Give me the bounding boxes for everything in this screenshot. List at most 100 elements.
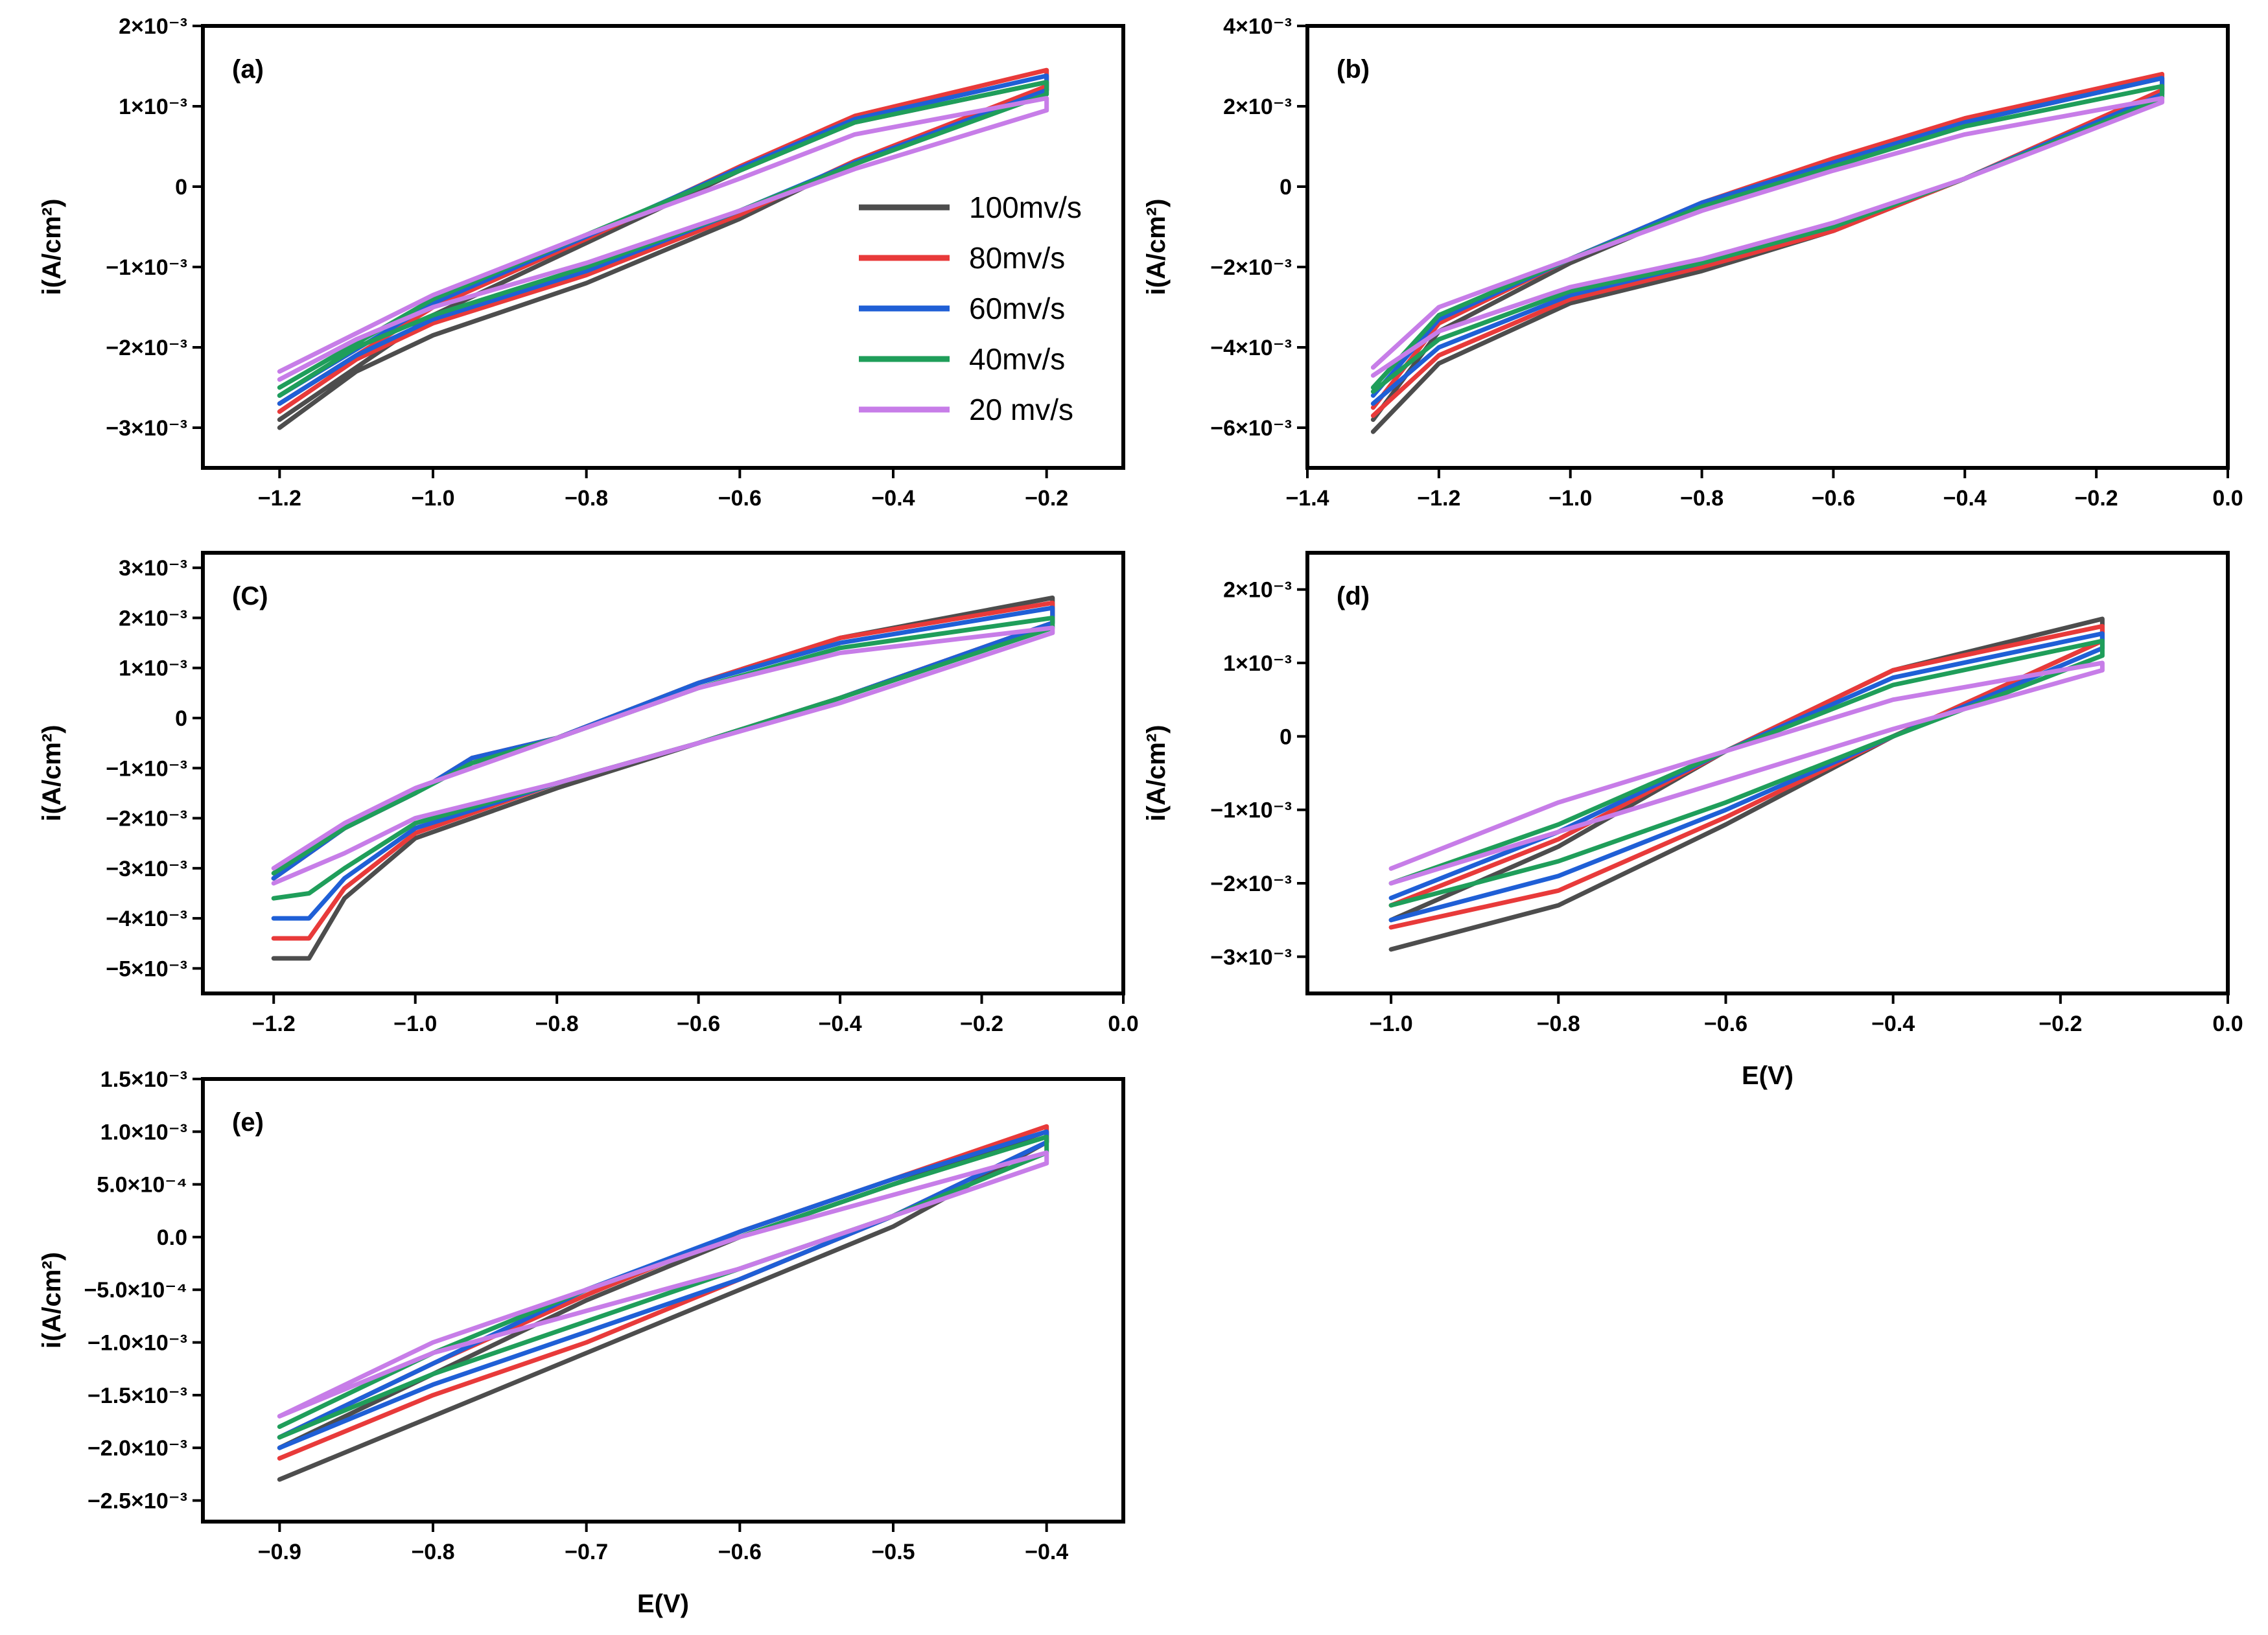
y-tick-label: −4×10⁻³ <box>1210 336 1292 360</box>
x-tick-label: −0.4 <box>1871 1012 1915 1036</box>
x-tick-label: −0.8 <box>565 486 608 511</box>
y-tick-label: 1×10⁻³ <box>1223 651 1292 676</box>
y-tick-label: −5.0×10⁻⁴ <box>84 1278 187 1303</box>
y-tick-label: −2.0×10⁻³ <box>88 1436 187 1461</box>
x-tick-label: −1.4 <box>1285 486 1329 511</box>
y-tick-label: 2×10⁻³ <box>1223 95 1292 119</box>
plot-frame <box>201 1077 1125 1524</box>
series-line <box>277 1134 1049 1440</box>
panel-label: (C) <box>232 582 268 610</box>
y-axis-title: i(A/cm²) <box>38 199 66 296</box>
y-tick-label: −1×10⁻³ <box>106 756 187 781</box>
chart-panel: −1.2 −1.0 −0.8 −0.6 −0.4 −0.2 2×10⁻³ 1×10⁻³ 0 −1×… <box>38 14 1125 511</box>
series-line <box>271 596 1055 961</box>
y-tick-label: 1.0×10⁻³ <box>100 1120 187 1144</box>
legend: 100mv/s 80mv/s 60mv/s 40mv/s 20 mv/s <box>859 191 1082 426</box>
y-tick-label: −1.5×10⁻³ <box>88 1384 187 1408</box>
x-tick-label: −0.9 <box>258 1540 301 1564</box>
plot-frame <box>201 24 1125 470</box>
x-tick-label: 0.0 <box>2212 486 2243 511</box>
y-tick-label: −2×10⁻³ <box>1210 255 1292 280</box>
series-line <box>277 96 1049 382</box>
y-tick-label: 0 <box>1280 175 1292 200</box>
y-tick-label: 2×10⁻³ <box>119 14 187 39</box>
y-tick-label: 0 <box>1280 725 1292 749</box>
x-tick-label: −1.0 <box>1370 1012 1413 1036</box>
y-tick-label: 1×10⁻³ <box>119 656 187 681</box>
y-axis-title: i(A/cm²) <box>1142 725 1171 822</box>
y-tick-label: 1×10⁻³ <box>119 95 187 119</box>
x-tick-label: −1.2 <box>258 486 301 511</box>
series-line <box>1370 76 2165 434</box>
series-line <box>271 625 1055 886</box>
chart-panel: −1.0 −0.8 −0.6 −0.4 −0.2 0.0 2×10⁻³ 1×10⁻³ 0 −1×1… <box>1142 551 2243 1090</box>
y-tick-label: 3×10⁻³ <box>119 556 187 581</box>
x-axis-title: E(V) <box>1742 1061 1794 1090</box>
x-tick-label: −0.6 <box>677 1012 720 1036</box>
legend-label: 60mv/s <box>969 292 1065 325</box>
series-line <box>271 605 1055 921</box>
y-tick-label: −3×10⁻³ <box>106 416 187 441</box>
x-tick-label: −0.4 <box>1025 1540 1068 1564</box>
x-tick-label: −1.0 <box>393 1012 437 1036</box>
x-tick-label: −1.0 <box>411 486 454 511</box>
x-axis-title: E(V) <box>637 1590 689 1618</box>
series-line <box>1388 616 2105 952</box>
y-tick-label: −1.0×10⁻³ <box>88 1331 187 1356</box>
series-line <box>1388 623 2105 930</box>
y-tick-label: 1.5×10⁻³ <box>100 1067 187 1092</box>
panel-label: (e) <box>232 1108 264 1137</box>
legend-label: 80mv/s <box>969 241 1065 275</box>
y-tick-label: −3×10⁻³ <box>106 857 187 881</box>
series-line <box>271 600 1055 941</box>
x-tick-label: −0.5 <box>871 1540 915 1564</box>
y-tick-label: 0 <box>175 706 187 731</box>
series-line <box>1388 638 2105 908</box>
plot-frame <box>201 551 1125 995</box>
panel-label: (a) <box>232 55 264 84</box>
chart-panel: −1.2 −1.0 −0.8 −0.6 −0.4 −0.2 0.0 3×10⁻³ 2×10⁻³ 1… <box>38 551 1139 1036</box>
x-tick-label: −0.4 <box>1943 486 1987 511</box>
y-tick-label: −1×10⁻³ <box>106 255 187 280</box>
chart-panel: −1.4 −1.2 −1.0 −0.8 −0.6 −0.4 −0.2 0.0 4×10⁻³ 2×1… <box>1142 14 2243 511</box>
x-tick-label: −0.8 <box>411 1540 454 1564</box>
x-tick-label: −0.4 <box>871 486 915 511</box>
y-tick-label: 0.0 <box>157 1225 187 1250</box>
x-tick-label: −1.2 <box>1417 486 1460 511</box>
x-tick-label: 0.0 <box>2212 1012 2243 1036</box>
y-tick-label: 5.0×10⁻⁴ <box>97 1173 187 1198</box>
panel-label: (b) <box>1337 55 1370 84</box>
x-tick-label: −1.2 <box>252 1012 296 1036</box>
y-axis-title: i(A/cm²) <box>1142 199 1171 296</box>
chart-panel: −0.9 −0.8 −0.7 −0.6 −0.5 −0.4 1.5×10⁻³ 1.0×10⁻³… <box>38 1067 1125 1618</box>
series-line <box>1388 660 2105 886</box>
y-axis-title: i(A/cm²) <box>38 1252 66 1349</box>
y-tick-label: 2×10⁻³ <box>1223 578 1292 603</box>
y-tick-label: −2×10⁻³ <box>106 807 187 831</box>
x-tick-label: −0.2 <box>960 1012 1003 1036</box>
x-tick-label: −0.8 <box>1680 486 1724 511</box>
x-tick-label: −0.2 <box>2075 486 2118 511</box>
y-tick-label: −5×10⁻³ <box>106 957 187 981</box>
x-tick-label: −0.6 <box>718 486 762 511</box>
plot-frame <box>1305 551 2230 995</box>
x-tick-label: −0.6 <box>718 1540 762 1564</box>
y-axis-title: i(A/cm²) <box>38 725 66 822</box>
y-tick-label: −3×10⁻³ <box>1210 945 1292 969</box>
x-tick-label: −0.2 <box>1025 486 1068 511</box>
legend-label: 40mv/s <box>969 342 1065 376</box>
y-tick-label: 2×10⁻³ <box>119 606 187 631</box>
panel-label: (d) <box>1337 582 1370 610</box>
series-line <box>277 1150 1049 1419</box>
plot-frame <box>1305 24 2230 470</box>
x-tick-label: −0.7 <box>565 1540 608 1564</box>
x-tick-label: 0.0 <box>1108 1012 1138 1036</box>
legend-label: 20 mv/s <box>969 393 1073 426</box>
y-tick-label: −2×10⁻³ <box>106 336 187 360</box>
y-tick-label: −6×10⁻³ <box>1210 416 1292 441</box>
y-tick-label: 4×10⁻³ <box>1223 14 1292 39</box>
x-tick-label: −0.2 <box>2039 1012 2082 1036</box>
y-tick-label: −2×10⁻³ <box>1210 872 1292 896</box>
y-tick-label: 0 <box>175 175 187 200</box>
